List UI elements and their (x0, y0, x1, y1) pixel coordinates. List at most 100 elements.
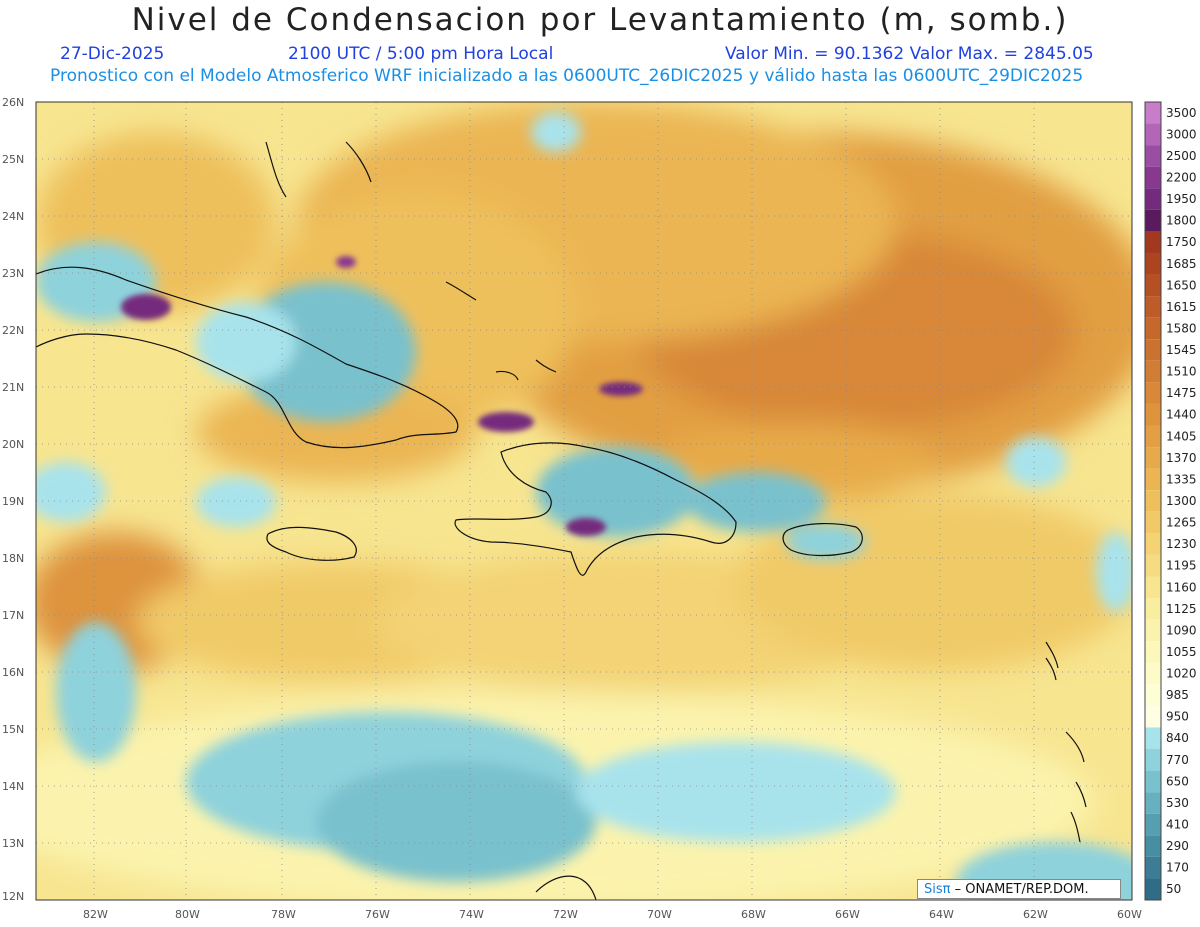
lesser-antilles-coastline (1045, 641, 1087, 843)
lat-label: 14N (2, 780, 24, 793)
colorbar-swatch (1145, 425, 1161, 448)
colorbar-label: 840 (1166, 731, 1189, 745)
lat-label: 16N (2, 666, 24, 679)
lat-label: 19N (2, 495, 24, 508)
south-america-coastline (535, 875, 597, 900)
colorbar-label: 530 (1166, 796, 1189, 810)
colorbar-swatch (1145, 382, 1161, 404)
field-broad-shading (36, 102, 1132, 900)
longitude-labels: 82W 80W 78W 76W 74W 72W 70W 68W 66W 64W … (83, 908, 1142, 921)
colorbar-label: 1545 (1166, 343, 1197, 357)
lon-label: 80W (175, 908, 200, 921)
colorbar-swatch (1145, 705, 1161, 728)
colorbar-label: 1615 (1166, 300, 1197, 314)
colorbar-label: 2500 (1166, 149, 1197, 163)
lat-label: 24N (2, 210, 24, 223)
colorbar-label: 1090 (1166, 623, 1197, 637)
colorbar-label: 1300 (1166, 494, 1197, 508)
colorbar-label: 1685 (1166, 257, 1197, 271)
colorbar-swatch (1145, 209, 1161, 232)
colorbar-swatch (1145, 641, 1161, 663)
lon-label: 66W (835, 908, 860, 921)
lat-label: 12N (2, 890, 24, 903)
lat-label: 23N (2, 267, 24, 280)
lon-label: 60W (1117, 908, 1142, 921)
colorbar-swatch (1145, 317, 1161, 340)
puerto-rico-coastline (782, 522, 863, 557)
lat-label: 17N (2, 609, 24, 622)
lon-label: 72W (553, 908, 578, 921)
colorbar-label: 950 (1166, 710, 1189, 724)
colorbar-label: 1405 (1166, 429, 1197, 443)
colorbar-swatch (1145, 447, 1161, 469)
colorbar-label: 1195 (1166, 559, 1197, 573)
colorbar-label: 1510 (1166, 365, 1197, 379)
lon-label: 70W (647, 908, 672, 921)
colorbar-swatch (1145, 145, 1161, 167)
colorbar-swatch (1145, 102, 1161, 124)
colorbar: 3500 3000 2500 2200 1950 1800 1750 1685 1650 1615… (1144, 101, 1197, 901)
lat-label: 26N (2, 96, 24, 109)
lon-label: 68W (741, 908, 766, 921)
graticule (36, 102, 1132, 900)
lon-label: 78W (271, 908, 296, 921)
lat-label: 15N (2, 723, 24, 736)
colorbar-swatch (1145, 274, 1161, 297)
colorbar-swatch (1145, 468, 1161, 491)
hispaniola-coastline (454, 442, 737, 576)
lon-label: 62W (1023, 908, 1048, 921)
colorbar-label: 1370 (1166, 451, 1197, 465)
colorbar-label: 770 (1166, 753, 1189, 767)
colorbar-swatch (1145, 403, 1161, 426)
colorbar-label: 1265 (1166, 516, 1197, 530)
colorbar-label: 650 (1166, 774, 1189, 788)
colorbar-label: 1650 (1166, 278, 1197, 292)
credit-brand: Sisπ (924, 882, 951, 897)
colorbar-swatch (1145, 835, 1161, 857)
colorbar-swatch (1145, 252, 1161, 275)
colorbar-label: 1230 (1166, 537, 1197, 551)
colorbar-swatch (1145, 188, 1161, 210)
colorbar-swatch (1145, 662, 1161, 685)
colorbar-swatch (1145, 598, 1161, 620)
field-high-lcl-patches (121, 256, 643, 536)
min-max-values: Valor Min. = 90.1362 Valor Max. = 2845.0… (725, 44, 1094, 64)
colorbar-label: 1440 (1166, 408, 1197, 422)
credit-text: – ONAMET/REP.DOM. (954, 882, 1089, 897)
lat-label: 18N (2, 552, 24, 565)
cuba-coastline (36, 266, 459, 449)
colorbar-label: 50 (1166, 882, 1181, 896)
colorbar-label: 290 (1166, 839, 1189, 853)
colorbar-swatch (1145, 770, 1161, 793)
colorbar-label: 985 (1166, 688, 1189, 702)
colorbar-label: 1580 (1166, 321, 1197, 335)
field-low-lcl-areas (36, 112, 1132, 900)
credit-box: Sisπ – ONAMET/REP.DOM. (917, 879, 1121, 899)
colorbar-swatch (1145, 554, 1161, 577)
colorbar-swatch (1145, 576, 1161, 599)
colorbar-swatch (1145, 339, 1161, 361)
colorbar-swatch (1145, 533, 1161, 555)
latitude-labels: 26N 25N 24N 23N 22N 21N 20N 19N 18N 17N … (2, 96, 24, 903)
model-info: Pronostico con el Modelo Atmosferico WRF… (50, 66, 1084, 86)
colorbar-swatch (1145, 296, 1161, 318)
lon-label: 76W (365, 908, 390, 921)
colorbar-swatch (1145, 856, 1161, 879)
colorbar-swatch (1145, 490, 1161, 512)
lon-label: 82W (83, 908, 108, 921)
lcl-field-map (36, 102, 1132, 900)
lat-label: 20N (2, 438, 24, 451)
lat-label: 22N (2, 324, 24, 337)
colorbar-label: 1160 (1166, 580, 1197, 594)
colorbar-swatch (1145, 792, 1161, 814)
colorbar-swatch (1145, 166, 1161, 189)
colorbar-label: 3000 (1166, 127, 1197, 141)
map-title: Nivel de Condensacion por Levantamiento … (131, 2, 1069, 38)
colorbar-swatch (1145, 511, 1161, 534)
lat-label: 25N (2, 153, 24, 166)
colorbar-swatch (1145, 749, 1161, 771)
lat-label: 21N (2, 381, 24, 394)
colorbar-swatch (1145, 619, 1161, 642)
colorbar-swatch (1145, 684, 1161, 706)
